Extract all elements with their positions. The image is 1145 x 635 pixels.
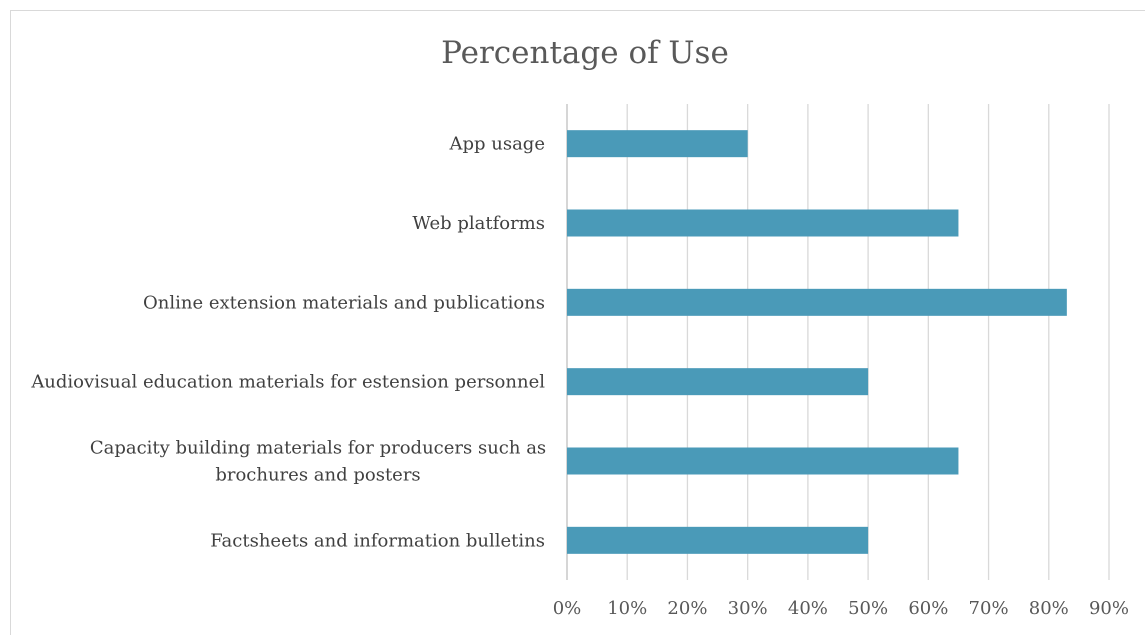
bar (567, 130, 748, 158)
x-tick-label: 10% (607, 598, 647, 619)
x-tick-label: 90% (1089, 598, 1129, 619)
category-label: Audiovisual education materials for este… (30, 372, 545, 393)
bar (567, 447, 959, 475)
x-tick-label: 70% (969, 598, 1009, 619)
x-tick-label: 80% (1029, 598, 1069, 619)
chart-title: Percentage of Use (441, 35, 729, 71)
x-tick-label: 60% (908, 598, 948, 619)
category-label: Capacity building materials for producer… (90, 438, 546, 486)
x-tick-label: 40% (788, 598, 828, 619)
bar (567, 526, 869, 554)
category-label: Factsheets and information bulletins (210, 530, 545, 551)
bar (567, 288, 1067, 316)
bars (567, 130, 1067, 554)
x-tick-label: 50% (848, 598, 888, 619)
bar (567, 368, 869, 396)
gridlines (566, 104, 1110, 580)
category-label: Web platforms (412, 213, 545, 234)
bar (567, 209, 959, 237)
x-tick-labels: 0% 10% 20% 30% 40% 50% 60% 70% 80% 90% (553, 598, 1129, 619)
x-tick-label: 0% (553, 598, 582, 619)
category-label: Online extension materials and publicati… (143, 292, 545, 313)
category-labels: App usage Web platforms Online extension m… (30, 134, 546, 552)
x-tick-label: 20% (667, 598, 707, 619)
category-label: App usage (448, 134, 545, 155)
x-tick-label: 30% (728, 598, 768, 619)
chart-frame (10, 10, 1145, 635)
